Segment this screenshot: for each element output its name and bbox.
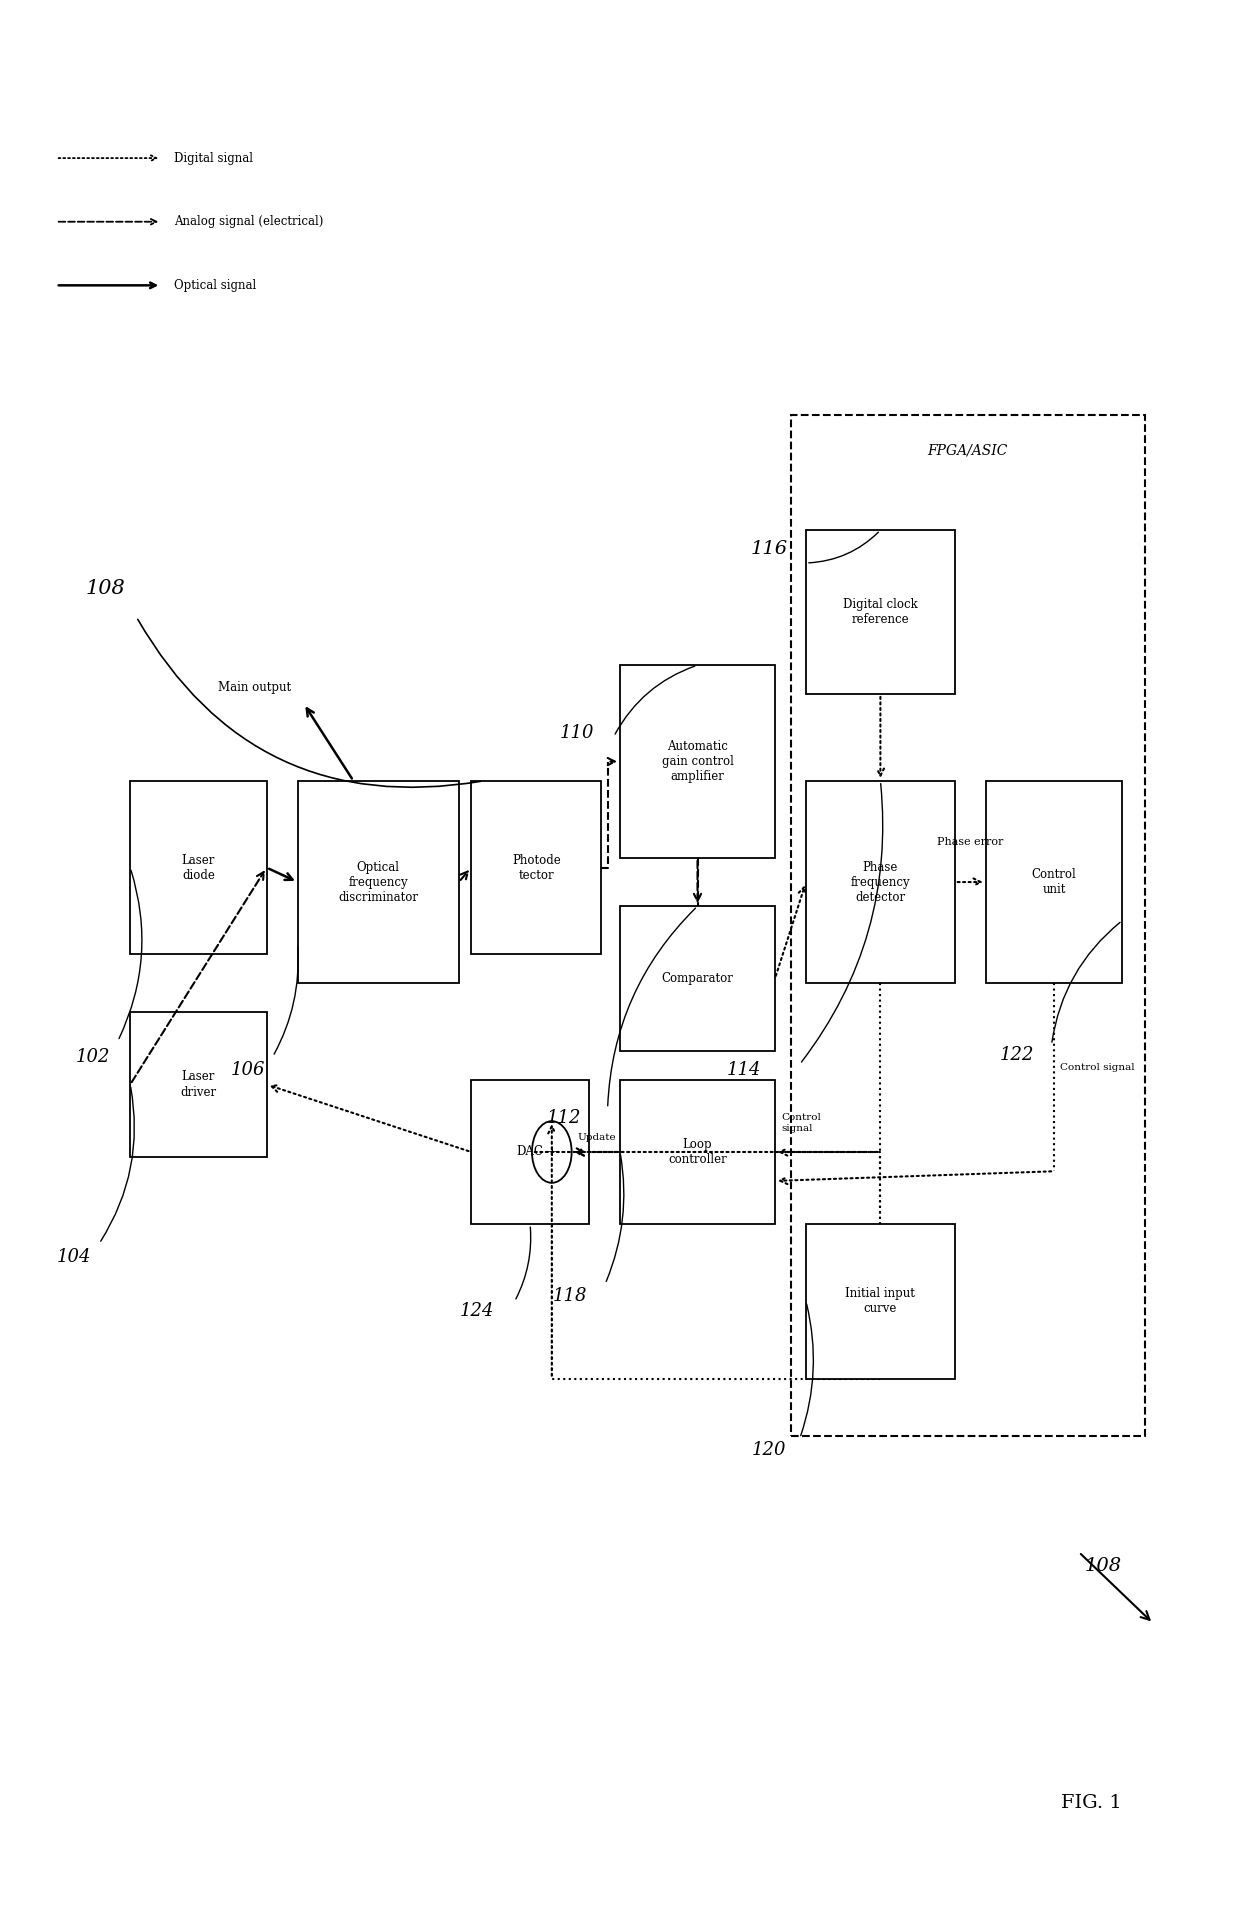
Text: FIG. 1: FIG. 1 [1061, 1793, 1121, 1812]
Text: Optical signal: Optical signal [174, 280, 255, 291]
Bar [130, 781, 267, 954]
Bar [806, 781, 955, 983]
Text: Digital signal: Digital signal [174, 152, 253, 164]
Text: 118: 118 [553, 1286, 588, 1305]
Text: Analog signal (electrical): Analog signal (electrical) [174, 216, 322, 228]
Text: Laser
diode: Laser diode [182, 854, 215, 881]
Bar [471, 1080, 589, 1224]
Bar [791, 415, 1145, 1436]
Bar [620, 665, 775, 858]
Bar [620, 906, 775, 1051]
Text: Phase error: Phase error [937, 837, 1003, 848]
Bar [130, 1012, 267, 1157]
Text: +: + [546, 1145, 558, 1159]
Text: 106: 106 [231, 1060, 265, 1080]
Text: 108: 108 [86, 578, 125, 598]
Text: 112: 112 [547, 1109, 582, 1128]
Text: 122: 122 [999, 1045, 1034, 1064]
Text: Optical
frequency
discriminator: Optical frequency discriminator [339, 860, 418, 904]
Text: Control
signal: Control signal [781, 1112, 821, 1134]
Bar [620, 1080, 775, 1224]
Bar [298, 781, 459, 983]
Text: Digital clock
reference: Digital clock reference [843, 598, 918, 627]
Text: FPGA/ASIC: FPGA/ASIC [928, 443, 1008, 457]
Text: Control
unit: Control unit [1032, 868, 1076, 897]
Text: 124: 124 [460, 1301, 495, 1321]
Text: 110: 110 [559, 723, 594, 742]
Text: Control signal: Control signal [1060, 1062, 1135, 1072]
Text: Phase
frequency
detector: Phase frequency detector [851, 860, 910, 904]
Text: 120: 120 [751, 1440, 786, 1459]
Text: Photode
tector: Photode tector [512, 854, 560, 881]
Text: Update: Update [578, 1134, 616, 1141]
Text: Loop
controller: Loop controller [668, 1138, 727, 1166]
Text: Comparator: Comparator [662, 972, 733, 985]
Bar [806, 1224, 955, 1379]
Text: 108: 108 [1085, 1556, 1122, 1575]
Bar [986, 781, 1122, 983]
Text: Automatic
gain control
amplifier: Automatic gain control amplifier [662, 740, 733, 783]
Text: Main output: Main output [218, 681, 291, 694]
Text: 114: 114 [727, 1060, 761, 1080]
Text: DAC: DAC [517, 1145, 543, 1159]
Text: 104: 104 [57, 1247, 92, 1267]
Bar [806, 530, 955, 694]
Text: Laser
driver: Laser driver [180, 1070, 217, 1099]
Text: 102: 102 [76, 1047, 110, 1066]
Text: Initial input
curve: Initial input curve [846, 1288, 915, 1315]
Bar [471, 781, 601, 954]
Text: 116: 116 [750, 540, 787, 559]
